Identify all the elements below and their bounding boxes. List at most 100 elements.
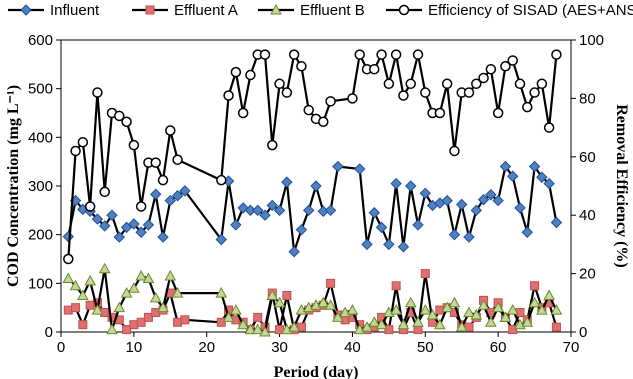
y-left-tick-label: 100 [28,275,53,292]
data-point [485,189,497,201]
data-point [551,49,562,60]
y-right-tick-label: 60 [579,149,596,166]
data-point [310,180,322,192]
data-point [91,213,104,225]
data-point [135,270,147,281]
x-tick-label: 10 [126,339,143,356]
y-axis-right: 0 20 40 60 80 100 [571,32,604,341]
data-point [391,281,401,291]
data-point [142,219,155,231]
data-point [70,145,81,157]
data-point [150,157,161,168]
y-left-tick-label: 0 [45,324,53,341]
data-point [259,49,271,60]
data-point [477,299,490,310]
data-point [325,96,336,107]
data-point [230,66,242,78]
data-point [383,78,395,90]
legend-item: Effluent A [132,2,238,19]
x-axis-title: Period (day) [274,364,359,379]
data-point [230,219,242,231]
y-left-tick-label: 300 [28,178,53,195]
data-point [529,87,540,98]
data-point [157,301,169,313]
data-point [71,303,81,313]
x-tick-label: 40 [344,339,361,356]
data-point [354,163,366,175]
data-point [368,316,381,327]
data-point [354,49,365,60]
data-point [412,49,424,60]
x-tick-label: 0 [57,339,65,356]
data-point [384,325,394,335]
data-point [528,160,541,173]
data-point [69,279,82,291]
data-point [361,238,373,251]
data-point [135,201,147,212]
data-point [259,209,271,221]
y-left-tick-label: 500 [28,81,53,98]
data-point [121,116,132,128]
data-point [273,204,286,217]
legend: Influent Effluent A Effluent B Efficiency o… [8,2,633,19]
y-right-tick-label: 20 [579,266,596,283]
series-layer [62,49,563,337]
data-point [419,187,431,200]
data-point [478,72,489,84]
data-point [456,198,468,211]
data-point [514,78,526,90]
data-point [463,231,475,243]
data-point [282,291,292,300]
data-point [376,49,387,60]
x-tick-label: 20 [198,339,215,356]
y-right-tick-label: 100 [579,32,604,49]
legend-marker [270,3,282,15]
data-point [449,145,460,157]
data-point [434,318,446,330]
data-point [99,186,110,198]
data-point [136,317,146,327]
y-axis-right-title: Removal Efficiency (%) [613,104,630,268]
data-point [522,101,533,113]
data-point [216,317,226,327]
data-point [413,325,423,335]
data-point [157,174,169,186]
data-point [179,185,191,197]
data-point [390,49,402,60]
data-point [215,233,227,246]
data-point [506,304,519,315]
data-point [128,218,140,230]
data-point [499,311,512,322]
data-point [288,49,300,60]
data-point [528,296,541,308]
data-point [98,262,111,274]
data-point [470,204,482,217]
data-point [128,282,140,293]
data-point [499,160,512,173]
data-point [180,315,190,325]
data-point [492,301,504,313]
legend-label: Effluent A [174,2,238,19]
data-point [135,226,147,238]
data-point [448,296,461,308]
x-tick-label: 60 [490,339,507,356]
data-point [455,321,468,332]
data-point [252,204,264,217]
data-point [405,180,417,192]
data-point [273,296,286,308]
data-point [500,61,511,72]
data-point [390,177,402,190]
data-point [550,304,563,315]
data-point [347,93,358,104]
data-point [514,202,526,214]
y-axis-left-title: COD Concentration (mg L⁻¹) [5,85,22,287]
data-point [390,304,402,315]
data-point [485,63,497,75]
data-point [237,107,249,119]
data-point [157,231,169,243]
data-point [222,311,235,322]
data-point [230,304,242,315]
data-point [397,318,410,330]
data-point [77,136,89,148]
data-point [84,201,96,212]
